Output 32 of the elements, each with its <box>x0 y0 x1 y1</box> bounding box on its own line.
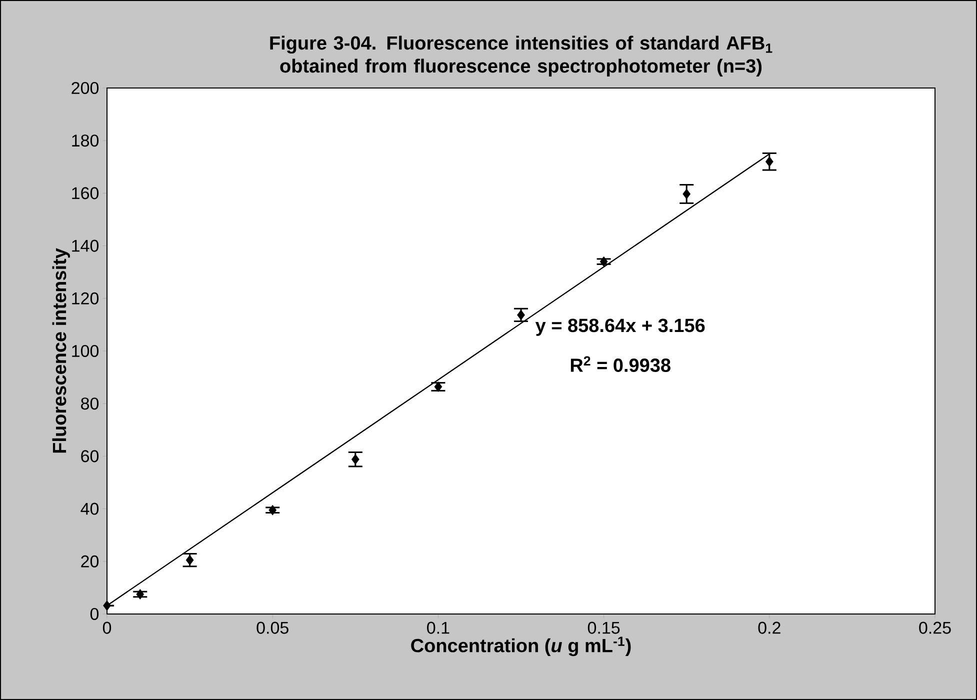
x-tick-label: 0.1 <box>427 622 450 634</box>
y-tick-label: 20 <box>81 555 99 568</box>
point <box>765 156 774 167</box>
point <box>517 310 525 320</box>
y-axis-title: Fluorescence intensity <box>52 248 70 453</box>
x-axis-title: Concentration (u g mL$^{-1}$) <box>411 636 631 656</box>
x-tick-label: 0.2 <box>758 622 780 634</box>
x-tick-label: 0.15 <box>588 622 620 634</box>
y-tick-label: 60 <box>81 450 99 462</box>
y-tick-label: 180 <box>72 134 99 147</box>
y-tick-label: 100 <box>72 344 99 358</box>
point <box>186 554 194 566</box>
y-tick-label: 0 <box>90 608 99 620</box>
y-tick-label: 140 <box>72 240 99 252</box>
y-tick-label: 80 <box>81 398 99 410</box>
point <box>136 589 144 600</box>
y-tick-label: 120 <box>72 292 99 304</box>
x-tick-label: 0 <box>102 622 112 634</box>
point <box>103 600 111 611</box>
point <box>600 256 608 267</box>
x-tick-label: 0.25 <box>919 622 951 634</box>
point <box>682 188 691 200</box>
point <box>351 454 360 465</box>
y-tick-label: 40 <box>80 502 99 515</box>
x-tick-label: 0.05 <box>256 622 288 634</box>
annotation: y = 858.64x + 3.156 <box>535 318 705 336</box>
point <box>434 382 442 392</box>
y-tick-label: 160 <box>72 187 99 200</box>
chart-title: Figure 3-04. Fluorescence intensities of standard AFB$_{1}$ obtained from fluorescence spectrophotometer (n=3) <box>270 36 772 76</box>
annotation: R$^{2}$ = 0.9938 <box>570 356 670 372</box>
point <box>268 504 277 516</box>
y-tick-label: 200 <box>72 82 99 94</box>
